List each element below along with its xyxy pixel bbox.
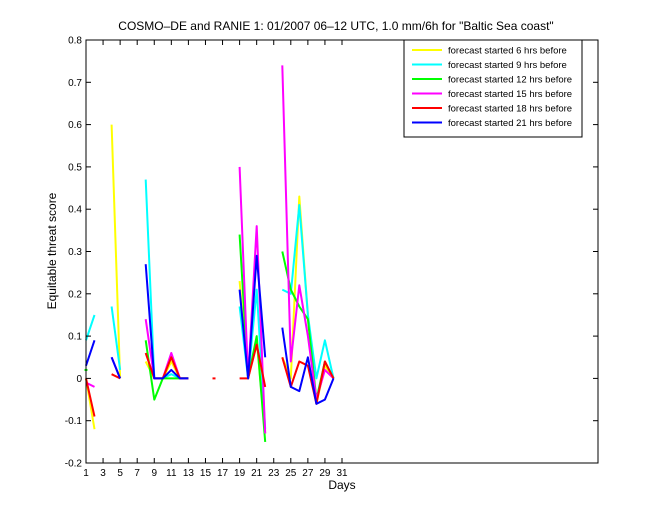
x-tick-label: 9: [151, 468, 157, 479]
y-tick-label: -0.2: [65, 459, 83, 470]
series-forecast-started-6-hrs-before: [85, 124, 335, 434]
y-tick-label: 0.5: [68, 162, 82, 173]
x-tick-label: 29: [319, 468, 331, 479]
x-tick-label: 3: [100, 468, 106, 479]
y-tick-label: 0.7: [68, 78, 82, 89]
y-tick-label: 0.6: [68, 120, 82, 131]
series-line: [238, 234, 267, 442]
x-tick-label: 1: [83, 468, 89, 479]
x-tick-label: 11: [166, 468, 177, 479]
x-tick-label: 13: [183, 468, 195, 479]
x-tick-label: 21: [251, 468, 263, 479]
series-line: [85, 378, 96, 417]
x-tick-label: 27: [302, 468, 314, 479]
series-forecast-started-21-hrs-before: [85, 254, 335, 405]
legend-label: forecast started 9 hrs before: [448, 60, 567, 71]
chart-title: COSMO–DE and RANIE 1: 01/2007 06–12 UTC,…: [118, 19, 553, 33]
x-tick-label: 5: [117, 468, 123, 479]
legend-label: forecast started 12 hrs before: [448, 75, 572, 86]
legend-label: forecast started 21 hrs before: [448, 118, 572, 129]
y-tick-label: 0.8: [68, 36, 82, 47]
y-tick-label: 0.2: [68, 289, 82, 300]
x-tick-label: 25: [285, 468, 297, 479]
x-tick-label: 17: [217, 468, 229, 479]
y-tick-label: 0.1: [68, 332, 82, 343]
series-line: [239, 343, 267, 388]
y-axis-title: Equitable threat score: [45, 192, 59, 309]
x-tick-label: 15: [200, 468, 212, 479]
series-line: [111, 373, 121, 380]
x-tick-label: 7: [134, 468, 140, 479]
series-line: [144, 264, 189, 380]
x-tick-label: 23: [268, 468, 280, 479]
series-layer: [84, 65, 335, 442]
series-line: [110, 306, 122, 371]
x-axis-title: Days: [328, 478, 355, 492]
series-line: [238, 166, 267, 434]
series-line: [281, 204, 335, 380]
x-tick-label: 19: [234, 468, 246, 479]
series-line: [110, 356, 122, 379]
y-tick-label: 0.4: [68, 205, 82, 216]
legend-label: forecast started 6 hrs before: [448, 46, 567, 57]
series-line: [110, 124, 122, 379]
legend: forecast started 6 hrs before forecast st…: [403, 39, 583, 138]
series-line: [85, 339, 96, 367]
legend-box: [403, 39, 583, 138]
x-tick-label: 31: [336, 468, 348, 479]
series-forecast-started-18-hrs-before: [85, 343, 335, 417]
legend-label: forecast started 15 hrs before: [448, 89, 572, 100]
legend-label: forecast started 18 hrs before: [448, 104, 572, 115]
y-tick-label: -0.1: [65, 416, 83, 427]
y-tick-label: 0.3: [68, 247, 82, 258]
series-line: [281, 327, 335, 405]
y-tick-label: 0: [76, 374, 82, 385]
series-line: [238, 254, 267, 380]
axes-layer: 1 3 5 7 9 11 13 15 17 19 21 23 25 27 29 31-0.2-0.100.10…: [65, 36, 598, 479]
series-line: [281, 65, 335, 401]
